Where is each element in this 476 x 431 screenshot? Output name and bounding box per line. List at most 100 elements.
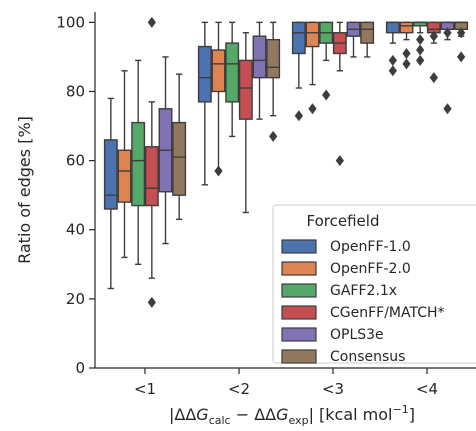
box xyxy=(172,73,187,221)
legend-frame xyxy=(272,204,476,364)
x-axis-title-calc-subscript: calc xyxy=(209,414,231,427)
legend-swatch xyxy=(281,327,317,342)
legend-swatch xyxy=(281,283,317,298)
y-axis-title: Ratio of edges [%] xyxy=(15,116,34,264)
y-axis: 0 20 40 60 80 100 xyxy=(56,12,96,377)
legend-item: CGenFF/MATCH* xyxy=(281,305,445,321)
box xyxy=(360,21,375,58)
legend-item: OpenFF-1.0 xyxy=(281,239,411,255)
x-axis-title-g-symbol-2: G xyxy=(276,405,288,424)
box xyxy=(211,21,226,177)
legend: Forcefield OpenFF-1.0 OpenFF-2.0 GAFF2.1x C… xyxy=(272,204,476,365)
outlier-point xyxy=(416,54,425,66)
box xyxy=(332,21,347,167)
box xyxy=(305,21,320,115)
x-axis-title-unit: | [kcal mol xyxy=(309,405,393,424)
y-tick-label: 100 xyxy=(56,13,85,31)
box xyxy=(291,21,306,122)
box xyxy=(238,32,253,214)
box xyxy=(197,21,212,186)
legend-label: Consensus xyxy=(330,349,405,365)
legend-item: Consensus xyxy=(281,349,405,365)
box xyxy=(103,97,118,290)
box-body xyxy=(360,21,375,44)
box-body xyxy=(385,21,400,34)
y-tick-labels: 0 20 40 60 80 100 xyxy=(56,13,95,377)
box xyxy=(131,59,146,266)
box-body xyxy=(399,21,414,34)
outlier-point xyxy=(388,65,397,77)
box-body xyxy=(266,38,281,79)
outlier-point xyxy=(402,58,411,70)
box xyxy=(158,56,173,245)
outlier-point xyxy=(457,51,466,63)
box xyxy=(440,21,455,115)
outlier-point xyxy=(416,34,425,46)
legend-label: OpenFF-1.0 xyxy=(330,239,411,255)
legend-label: OPLS3e xyxy=(330,327,384,343)
legend-item: OpenFF-2.0 xyxy=(281,261,411,277)
series-3 xyxy=(144,16,441,308)
outlier-point xyxy=(429,30,438,42)
outlier-point xyxy=(443,103,452,115)
legend-label: CGenFF/MATCH* xyxy=(330,305,445,321)
box-body xyxy=(131,121,146,207)
box-body xyxy=(305,21,320,48)
box xyxy=(346,21,361,58)
box-body xyxy=(225,42,240,103)
x-axis-title: |ΔΔGcalc − ΔΔGexp| [kcal mol−1] xyxy=(169,403,415,427)
box-body xyxy=(172,121,187,196)
outlier-point xyxy=(308,103,317,115)
x-tick-label: <3 xyxy=(322,380,344,398)
box xyxy=(454,21,469,63)
legend-label: GAFF2.1x xyxy=(330,283,397,299)
box xyxy=(399,21,414,70)
box xyxy=(266,21,281,142)
box xyxy=(385,21,400,77)
box-body xyxy=(103,139,118,210)
outlier-point xyxy=(214,165,223,177)
legend-title: Forcefield xyxy=(307,212,380,230)
box-body xyxy=(117,149,132,203)
series-2 xyxy=(131,21,428,266)
outlier-point xyxy=(335,155,344,167)
series-4 xyxy=(158,21,455,245)
x-axis: <1 <2 <3 <4 xyxy=(95,367,476,398)
series-1 xyxy=(117,21,414,259)
outlier-point xyxy=(269,130,278,142)
legend-swatch xyxy=(281,305,317,320)
box-body xyxy=(291,21,306,55)
y-tick-label: 60 xyxy=(66,152,85,170)
legend-swatch xyxy=(281,349,317,364)
outlier-point xyxy=(388,54,397,66)
box xyxy=(319,21,334,101)
y-tick-label: 0 xyxy=(75,359,85,377)
x-axis-title-middle: − ΔΔ xyxy=(231,405,277,424)
series-0 xyxy=(103,21,400,290)
box xyxy=(225,21,240,138)
outlier-point xyxy=(147,16,156,28)
box-body xyxy=(211,49,226,93)
x-tick-labels: <1 <2 <3 <4 xyxy=(134,368,438,398)
y-tick-label: 40 xyxy=(66,221,85,239)
legend-item: OPLS3e xyxy=(281,327,384,343)
legend-items: OpenFF-1.0 OpenFF-2.0 GAFF2.1x CGenFF/MATCH… xyxy=(281,239,445,365)
x-axis-title-prefix: |ΔΔ xyxy=(169,405,196,424)
y-tick-label: 20 xyxy=(66,290,85,308)
x-axis-title-exp-subscript: exp xyxy=(288,414,308,427)
box-plot-series xyxy=(103,16,469,308)
legend-swatch xyxy=(281,261,317,276)
box-body xyxy=(144,146,159,207)
outlier-point xyxy=(322,89,331,101)
box xyxy=(117,70,132,259)
box xyxy=(252,21,267,120)
outlier-point xyxy=(294,110,303,122)
box-body xyxy=(197,45,212,103)
legend-label: OpenFF-2.0 xyxy=(330,261,411,277)
legend-swatch xyxy=(281,239,317,254)
outlier-point xyxy=(443,27,452,39)
x-axis-title-g-symbol: G xyxy=(196,405,208,424)
x-axis-title-unit-superscript: −1 xyxy=(393,403,409,416)
outlier-point xyxy=(402,47,411,59)
